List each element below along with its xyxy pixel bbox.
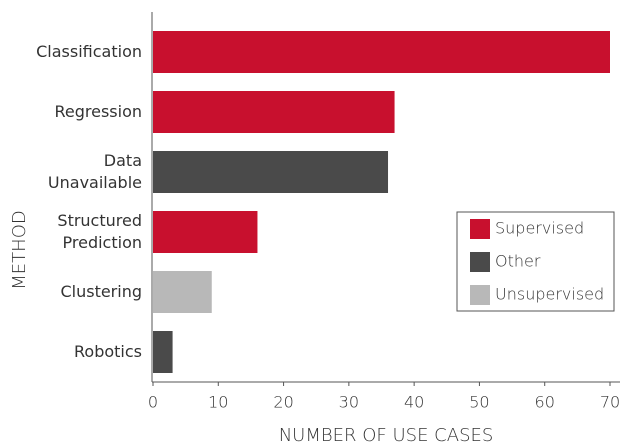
y-tick-label: Classification [36,42,142,61]
x-tick-label: 40 [404,393,424,412]
bar [153,91,395,133]
bar [153,211,258,253]
legend-label: Other [495,252,541,271]
x-axis-title: NUMBER OF USE CASES [279,425,494,444]
x-tick-label: 70 [600,393,620,412]
legend-swatch [470,219,490,239]
y-tick-label: Robotics [74,342,142,361]
legend-label: Supervised [495,219,584,238]
bar [153,331,173,373]
y-tick-label: Data Unavailable [47,151,142,192]
legend-label: Unsupervised [495,285,604,304]
x-tick-label: 50 [469,393,489,412]
legend-swatch [470,285,490,305]
x-tick-label: 10 [208,393,228,412]
y-tick-label: Regression [54,102,142,121]
x-tick-label: 0 [148,393,158,412]
x-tick-label: 60 [535,393,555,412]
x-tick-label: 20 [273,393,293,412]
legend-swatch [470,252,490,272]
bar [153,31,610,73]
bar [153,271,212,313]
x-tick-label: 30 [339,393,359,412]
y-axis-title: METHOD [9,210,30,289]
bar [153,151,389,193]
y-tick-label: Clustering [60,282,142,301]
y-tick-label: Structured Prediction [57,211,142,252]
